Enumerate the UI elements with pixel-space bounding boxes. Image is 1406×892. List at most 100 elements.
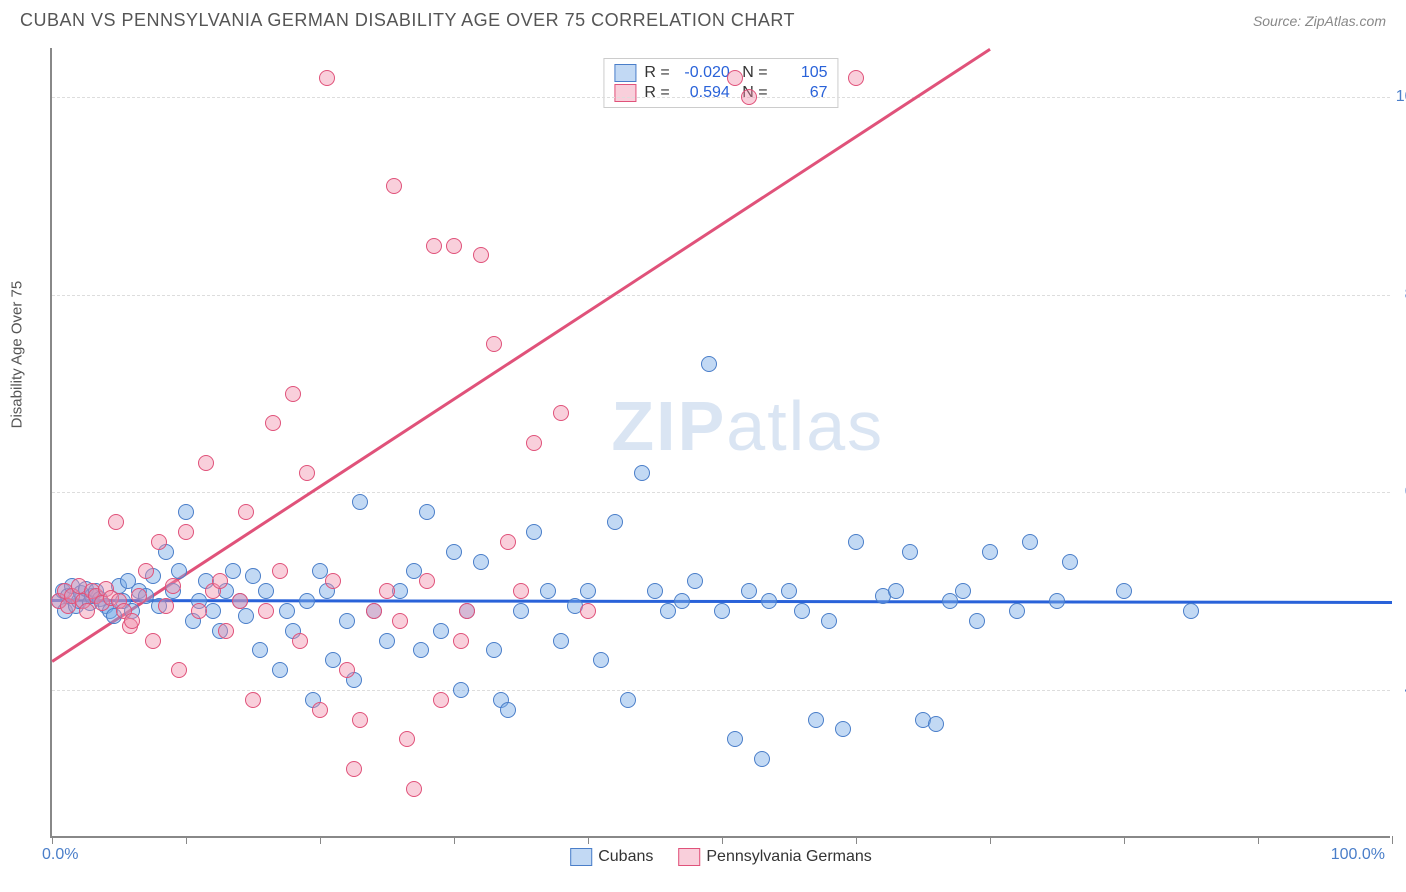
data-point [366,603,382,619]
data-point [191,603,207,619]
data-point [500,534,516,550]
chart-legend: Cubans Pennsylvania Germans [570,848,872,866]
x-axis-max-label: 100.0% [1331,846,1385,864]
data-point [928,716,944,732]
data-point [426,238,442,254]
data-point [433,692,449,708]
data-point [346,761,362,777]
data-point [1183,603,1199,619]
data-point [1022,534,1038,550]
legend-swatch-cubans [570,848,592,866]
data-point [453,633,469,649]
data-point [312,702,328,718]
data-point [446,544,462,560]
x-tick [990,836,991,844]
data-point [419,573,435,589]
data-point [413,642,429,658]
data-point [272,662,288,678]
data-point [252,642,268,658]
data-point [513,603,529,619]
data-point [124,613,140,629]
gridline [52,97,1390,98]
data-point [942,593,958,609]
data-point [486,642,502,658]
data-point [299,465,315,481]
data-point [158,598,174,614]
data-point [982,544,998,560]
data-point [406,781,422,797]
trend-line [51,48,990,662]
data-point [848,534,864,550]
data-point [580,583,596,599]
data-point [392,613,408,629]
data-point [238,504,254,520]
data-point [319,70,335,86]
data-point [741,89,757,105]
data-point [178,504,194,520]
data-point [754,751,770,767]
data-point [339,662,355,678]
data-point [701,356,717,372]
data-point [265,415,281,431]
data-point [258,583,274,599]
y-tick-label: 40.0% [1395,681,1406,699]
gridline [52,690,1390,691]
x-tick [722,836,723,844]
data-point [151,534,167,550]
data-point [218,623,234,639]
data-point [352,712,368,728]
data-point [1062,554,1078,570]
data-point [1009,603,1025,619]
data-point [232,593,248,609]
data-point [272,563,288,579]
data-point [108,514,124,530]
r-value-cubans: -0.020 [678,64,730,82]
data-point [285,386,301,402]
data-point [171,563,187,579]
data-point [607,514,623,530]
data-point [138,563,154,579]
data-point [165,578,181,594]
y-tick-label: 100.0% [1395,88,1406,106]
data-point [1116,583,1132,599]
data-point [79,603,95,619]
data-point [808,712,824,728]
data-point [761,593,777,609]
n-value-pa-germans: 67 [776,84,828,102]
data-point [459,603,475,619]
n-value-cubans: 105 [776,64,828,82]
x-tick [454,836,455,844]
data-point [540,583,556,599]
stats-swatch-pa-germans [614,84,636,102]
data-point [258,603,274,619]
x-tick [588,836,589,844]
r-value-pa-germans: 0.594 [678,84,730,102]
data-point [687,573,703,589]
scatter-chart: Disability Age Over 75 ZIPatlas 0.0% 100… [50,48,1390,838]
data-point [955,583,971,599]
data-point [634,465,650,481]
chart-source: Source: ZipAtlas.com [1253,13,1386,29]
watermark: ZIPatlas [611,386,884,466]
data-point [178,524,194,540]
data-point [386,178,402,194]
data-point [245,692,261,708]
data-point [225,563,241,579]
data-point [379,633,395,649]
gridline [52,492,1390,493]
data-point [339,613,355,629]
data-point [620,692,636,708]
data-point [131,588,147,604]
data-point [526,435,542,451]
data-point [500,702,516,718]
data-point [888,583,904,599]
chart-header: CUBAN VS PENNSYLVANIA GERMAN DISABILITY … [0,0,1406,36]
data-point [553,633,569,649]
data-point [325,573,341,589]
data-point [299,593,315,609]
stats-row-pa-germans: R = 0.594 N = 67 [614,83,827,103]
x-tick [856,836,857,844]
data-point [647,583,663,599]
y-tick-label: 80.0% [1395,286,1406,304]
data-point [553,405,569,421]
